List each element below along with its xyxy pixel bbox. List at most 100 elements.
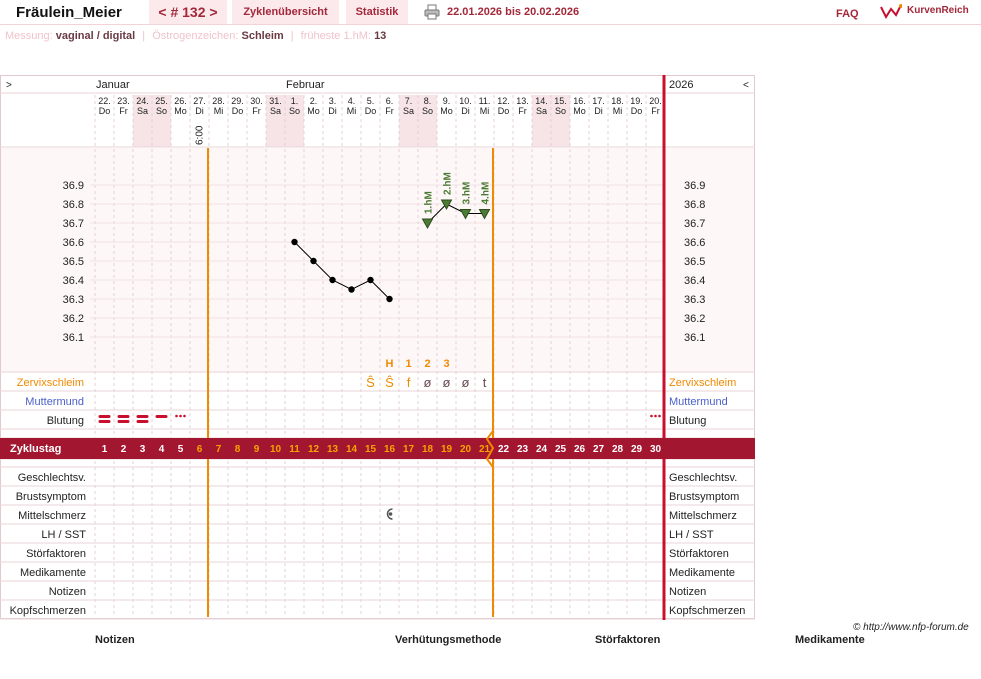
month-label-february: Februar <box>286 79 325 91</box>
weekend-column <box>399 95 418 147</box>
weekday-label: Sa <box>536 106 547 116</box>
cycle-navigation[interactable]: < # 132 > <box>149 0 227 24</box>
tab-cycle-overview[interactable]: Zyklenübersicht <box>232 0 339 24</box>
footer-disturbances: Störfaktoren <box>595 634 661 646</box>
zyklustag-label: Zyklustag <box>10 443 61 455</box>
estrogen-value: Schleim <box>241 30 284 42</box>
cycle-day-number: 13 <box>327 444 339 455</box>
measurement-info: Messung: vaginal / digital | Östrogenzei… <box>5 30 387 42</box>
weekend-column <box>152 95 171 147</box>
row-label-bottom-right: Medikamente <box>669 567 735 579</box>
weekday-label: Sa <box>403 106 414 116</box>
print-icon[interactable] <box>424 4 440 20</box>
cycle-day-number: 19 <box>441 444 453 455</box>
cycle-chart[interactable]: > Januar Februar 2026 <22.Do23.Fr24.Sa25.So2… <box>0 75 755 620</box>
date-label: 1. <box>291 96 299 106</box>
peak-marker: H <box>386 358 394 370</box>
y-tick-right: 36.8 <box>684 199 705 211</box>
weekday-label: Mi <box>613 106 623 116</box>
date-label: 18. <box>611 96 624 106</box>
cycle-day-number: 23 <box>517 444 529 455</box>
weekday-label: Di <box>594 106 603 116</box>
date-label: 24. <box>136 96 149 106</box>
high-measurement-marker <box>459 209 472 220</box>
measure-label: Messung: <box>5 30 53 42</box>
weekday-label: So <box>422 106 433 116</box>
date-label: 23. <box>117 96 130 106</box>
date-label: 4. <box>348 96 356 106</box>
cycle-day-number: 5 <box>178 444 184 455</box>
cycle-day-number: 14 <box>346 444 358 455</box>
mittelschmerz-icon <box>386 508 393 520</box>
temperature-point <box>386 295 393 303</box>
y-tick-left: 36.5 <box>63 256 84 268</box>
date-label: 20. <box>649 96 662 106</box>
weekday-label: Mo <box>440 106 453 116</box>
bleeding-heavy-marker <box>117 420 130 423</box>
copyright[interactable]: © http://www.nfp-forum.de <box>853 622 969 633</box>
y-tick-right: 36.5 <box>684 256 705 268</box>
y-tick-left: 36.9 <box>63 180 84 192</box>
date-label: 13. <box>516 96 529 106</box>
bleeding-heavy-marker <box>136 420 149 423</box>
cycle-day-number: 28 <box>612 444 624 455</box>
cycle-day-number: 15 <box>365 444 377 455</box>
weekday-label: Di <box>328 106 337 116</box>
mucus-symbol: t <box>483 375 487 390</box>
weekday-label: Fr <box>518 106 527 116</box>
header-divider <box>0 24 981 25</box>
weekday-label: Sa <box>270 106 281 116</box>
y-tick-left: 36.8 <box>63 199 84 211</box>
brand-name[interactable]: KurvenReich <box>907 5 969 16</box>
cycle-day-number: 18 <box>422 444 434 455</box>
date-label: 30. <box>250 96 263 106</box>
y-tick-left: 36.6 <box>63 237 84 249</box>
weekday-label: Mo <box>307 106 320 116</box>
y-tick-right: 36.7 <box>684 218 705 230</box>
cycle-day-number: 3 <box>140 444 146 455</box>
date-range: 22.01.2026 bis 20.02.2026 <box>447 6 580 18</box>
high-measurement-marker <box>440 199 453 211</box>
mucus-symbol: ø <box>462 375 470 390</box>
bleeding-spotting-marker <box>183 414 186 418</box>
date-label: 22. <box>98 96 111 106</box>
bleeding-spotting-marker <box>175 414 178 418</box>
faq-link[interactable]: FAQ <box>836 8 859 20</box>
cycle-day-number: 29 <box>631 444 643 455</box>
weekday-label: Do <box>232 106 244 116</box>
row-label-bottom-right: Brustsymptom <box>669 491 739 503</box>
y-tick-right: 36.6 <box>684 237 705 249</box>
date-label: 25. <box>155 96 168 106</box>
high-measurement-marker <box>478 209 491 220</box>
mucus-symbol: ø <box>443 375 451 390</box>
y-tick-left: 36.2 <box>63 313 84 325</box>
weekend-column <box>133 95 152 147</box>
temperature-point <box>310 257 317 265</box>
weekday-label: So <box>555 106 566 116</box>
tab-statistics[interactable]: Statistik <box>346 0 408 24</box>
row-label-blutung: Blutung <box>47 415 84 427</box>
kurvenreich-logo-icon[interactable] <box>880 3 902 21</box>
date-label: 11. <box>479 96 491 106</box>
weekday-label: Di <box>461 106 470 116</box>
bleeding-heavy-marker <box>136 415 149 418</box>
y-tick-right: 36.2 <box>684 313 705 325</box>
cycle-day-number: 6 <box>197 444 203 455</box>
cycle-day-number: 20 <box>460 444 472 455</box>
estrogen-label: Östrogenzeichen: <box>152 30 239 42</box>
row-label-bottom-right: Geschlechtsv. <box>669 472 737 484</box>
mucus-symbol: Ŝ <box>385 375 394 390</box>
weekday-label: Sa <box>137 106 148 116</box>
mucus-symbol: Ŝ <box>366 375 375 390</box>
temperature-point <box>367 276 374 284</box>
nav-left-arrow: > <box>6 80 12 91</box>
weekday-label: Fr <box>385 106 394 116</box>
date-label: 8. <box>424 96 432 106</box>
row-label-muttermund-right: Muttermund <box>669 396 728 408</box>
date-label: 12. <box>497 96 510 106</box>
row-label-muttermund: Muttermund <box>25 396 84 408</box>
high-measurement-label: 1.hM <box>424 191 435 214</box>
cycle-day-number: 2 <box>121 444 127 455</box>
high-temperature-line <box>427 203 485 224</box>
cycle-day-number: 25 <box>555 444 567 455</box>
